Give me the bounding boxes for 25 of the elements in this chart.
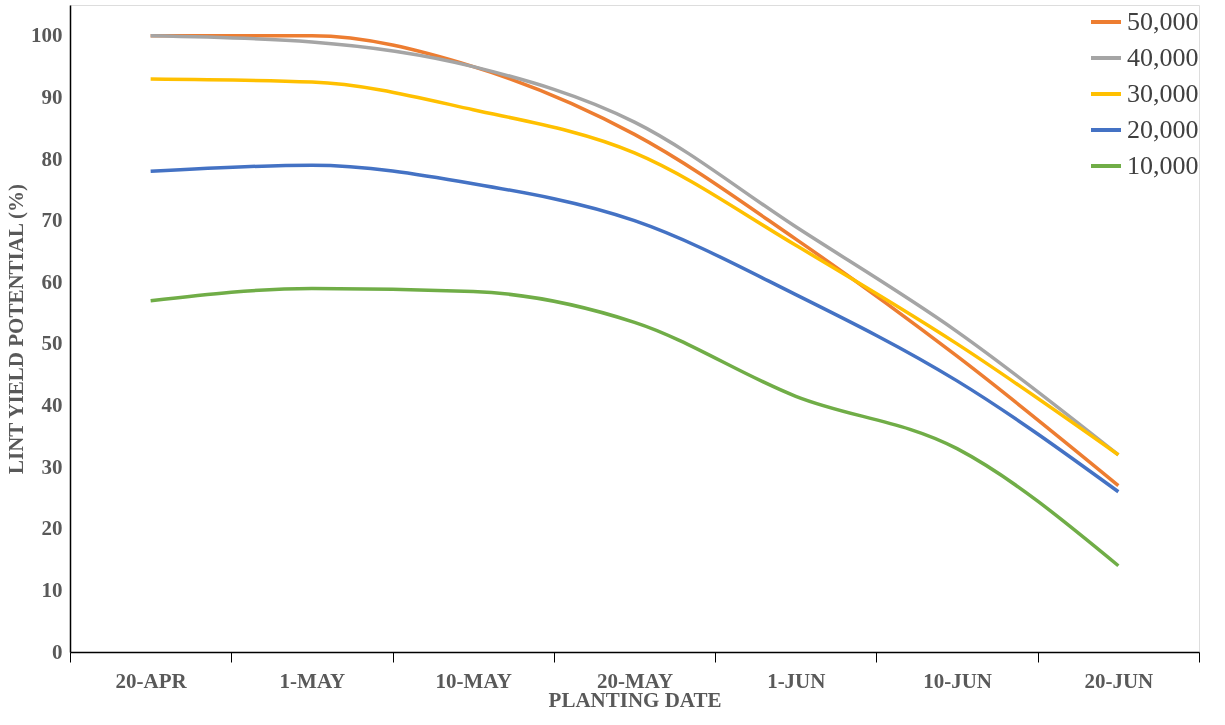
y-tick-label: 80 <box>41 146 63 171</box>
legend-label: 50,000 <box>1127 7 1199 36</box>
y-tick-label: 10 <box>41 577 63 602</box>
legend-label: 20,000 <box>1127 115 1199 144</box>
y-tick-label: 40 <box>41 393 63 418</box>
legend-label: 40,000 <box>1127 43 1199 72</box>
y-tick-label: 20 <box>41 516 63 541</box>
x-tick-label: 1-MAY <box>279 668 346 693</box>
legend-label: 30,000 <box>1127 79 1199 108</box>
x-tick-label: 10-MAY <box>435 668 512 693</box>
y-tick-label: 0 <box>52 639 63 664</box>
y-tick-label: 90 <box>41 84 63 109</box>
y-tick-label: 60 <box>41 269 63 294</box>
y-axis-title: LINT YIELD POTENTIAL (%) <box>4 184 28 474</box>
y-tick-label: 50 <box>41 331 63 356</box>
line-series <box>148 163 1121 494</box>
x-tick-label: 1-JUN <box>767 668 826 693</box>
y-tick-label: 70 <box>41 208 63 233</box>
x-tick-label: 20-APR <box>115 668 188 693</box>
line-series <box>148 286 1121 568</box>
y-tick-label: 100 <box>31 23 63 48</box>
x-tick-label: 10-JUN <box>923 668 992 693</box>
legend-label: 10,000 <box>1127 151 1199 180</box>
x-tick-label: 20-JUN <box>1084 668 1154 693</box>
y-tick-label: 30 <box>41 454 63 479</box>
